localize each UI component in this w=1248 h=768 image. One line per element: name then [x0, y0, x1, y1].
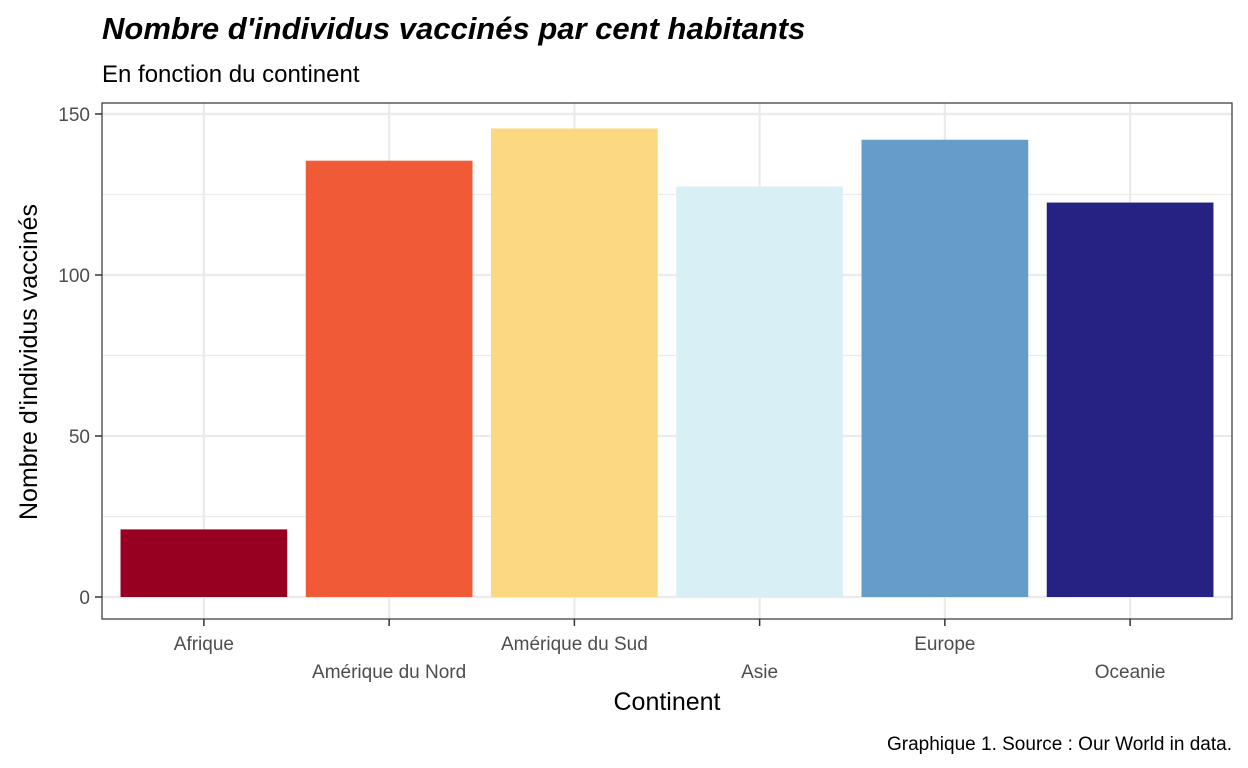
y-tick-label: 0	[79, 588, 90, 609]
bar-6	[1046, 202, 1214, 598]
x-axis: Afrique Amérique du Nord Amérique du Sud As…	[174, 619, 1166, 683]
bar-5	[861, 139, 1029, 597]
x-axis-title: Continent	[613, 688, 720, 716]
y-tick-label: 150	[58, 105, 90, 126]
x-tick-label: Europe	[914, 634, 975, 655]
bar-4	[676, 186, 843, 597]
y-tick-label: 50	[69, 427, 90, 448]
x-tick-label: Asie	[741, 662, 778, 683]
x-tick-label: Oceanie	[1095, 662, 1166, 683]
x-tick-label: Afrique	[174, 634, 234, 655]
chart-caption: Graphique 1. Source : Our World in data.	[887, 734, 1232, 755]
bar-2	[305, 160, 473, 597]
chart-title: Nombre d'individus vaccinés par cent hab…	[102, 11, 805, 46]
y-tick-label: 100	[58, 266, 90, 287]
y-axis-title: Nombre d'individus vaccinés	[15, 204, 43, 520]
bars	[120, 128, 1214, 598]
x-tick-label: Amérique du Nord	[312, 662, 466, 683]
plot-panel	[102, 103, 1232, 619]
y-axis: 0 50 100 150	[58, 105, 102, 609]
chart-subtitle: En fonction du continent	[102, 61, 360, 88]
bar-1	[120, 529, 288, 597]
x-tick-label: Amérique du Sud	[501, 634, 648, 655]
plot-border	[101, 102, 1233, 620]
bar-3	[491, 128, 658, 598]
